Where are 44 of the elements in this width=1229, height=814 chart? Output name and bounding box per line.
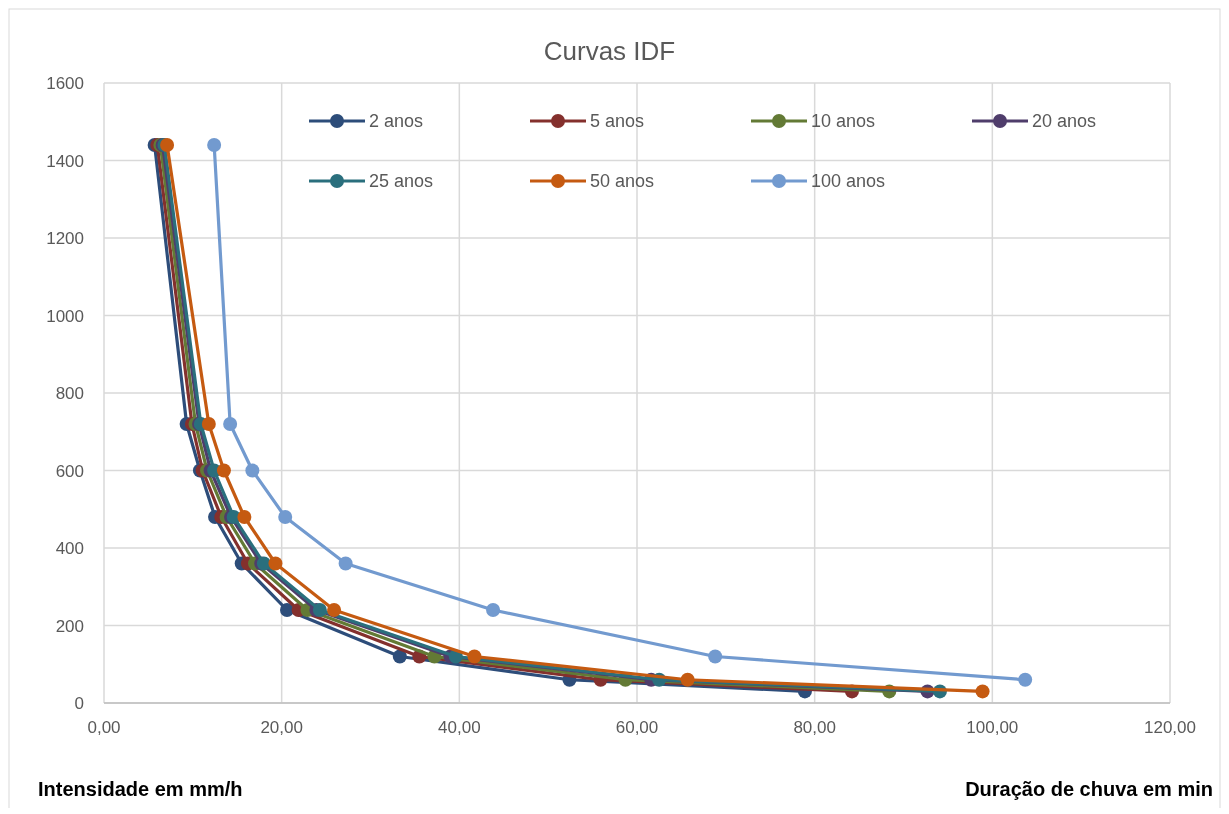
text: Intensidade em mm/h [38, 778, 243, 800]
point [708, 649, 723, 664]
point [975, 684, 990, 699]
y-tick-label: 1400 [46, 151, 84, 171]
point [223, 417, 238, 431]
text: Duração de chuva em min [965, 778, 1213, 800]
legend-label: 20 anos [1032, 111, 1097, 131]
y-tick-label: 1600 [46, 74, 84, 93]
x-tick-label: 120,00 [1144, 718, 1196, 737]
y-tick-label: 1000 [46, 306, 84, 326]
y-tick-label: 200 [55, 616, 84, 636]
x-tick-label: 80,00 [793, 718, 836, 737]
x-tick-label: 0,00 [87, 718, 121, 737]
x-tick-label: 60,00 [615, 718, 659, 737]
legend-label: 10 anos [811, 111, 876, 131]
legend-label: 25 anos [369, 171, 434, 191]
y-tick-label: 1200 [46, 229, 84, 248]
point [680, 672, 695, 687]
x-tick-label: 20,00 [260, 718, 303, 737]
legend-label: 5 anos [590, 111, 645, 131]
point [268, 556, 283, 571]
point [201, 417, 216, 431]
point [237, 510, 252, 524]
point [280, 603, 294, 617]
point [327, 603, 342, 617]
point [338, 556, 353, 571]
y-tick-label: 400 [55, 539, 84, 558]
point [245, 463, 260, 478]
legend-label: 2 anos [369, 111, 424, 131]
point [467, 649, 482, 664]
y-tick-label: 0 [74, 694, 84, 713]
point [392, 649, 407, 664]
chart-title: Curvas IDF [543, 36, 676, 66]
point [1018, 672, 1033, 687]
y-tick-label: 600 [55, 461, 84, 481]
x-tick-label: 40,00 [438, 718, 481, 737]
x-tick-label: 100,00 [966, 718, 1019, 737]
y-tick-label: 800 [55, 384, 84, 403]
legend-label: 50 anos [590, 171, 655, 191]
point [486, 603, 501, 617]
point [216, 463, 231, 478]
point [207, 138, 222, 152]
legend-label: 100 anos [811, 171, 886, 191]
point [278, 510, 293, 524]
